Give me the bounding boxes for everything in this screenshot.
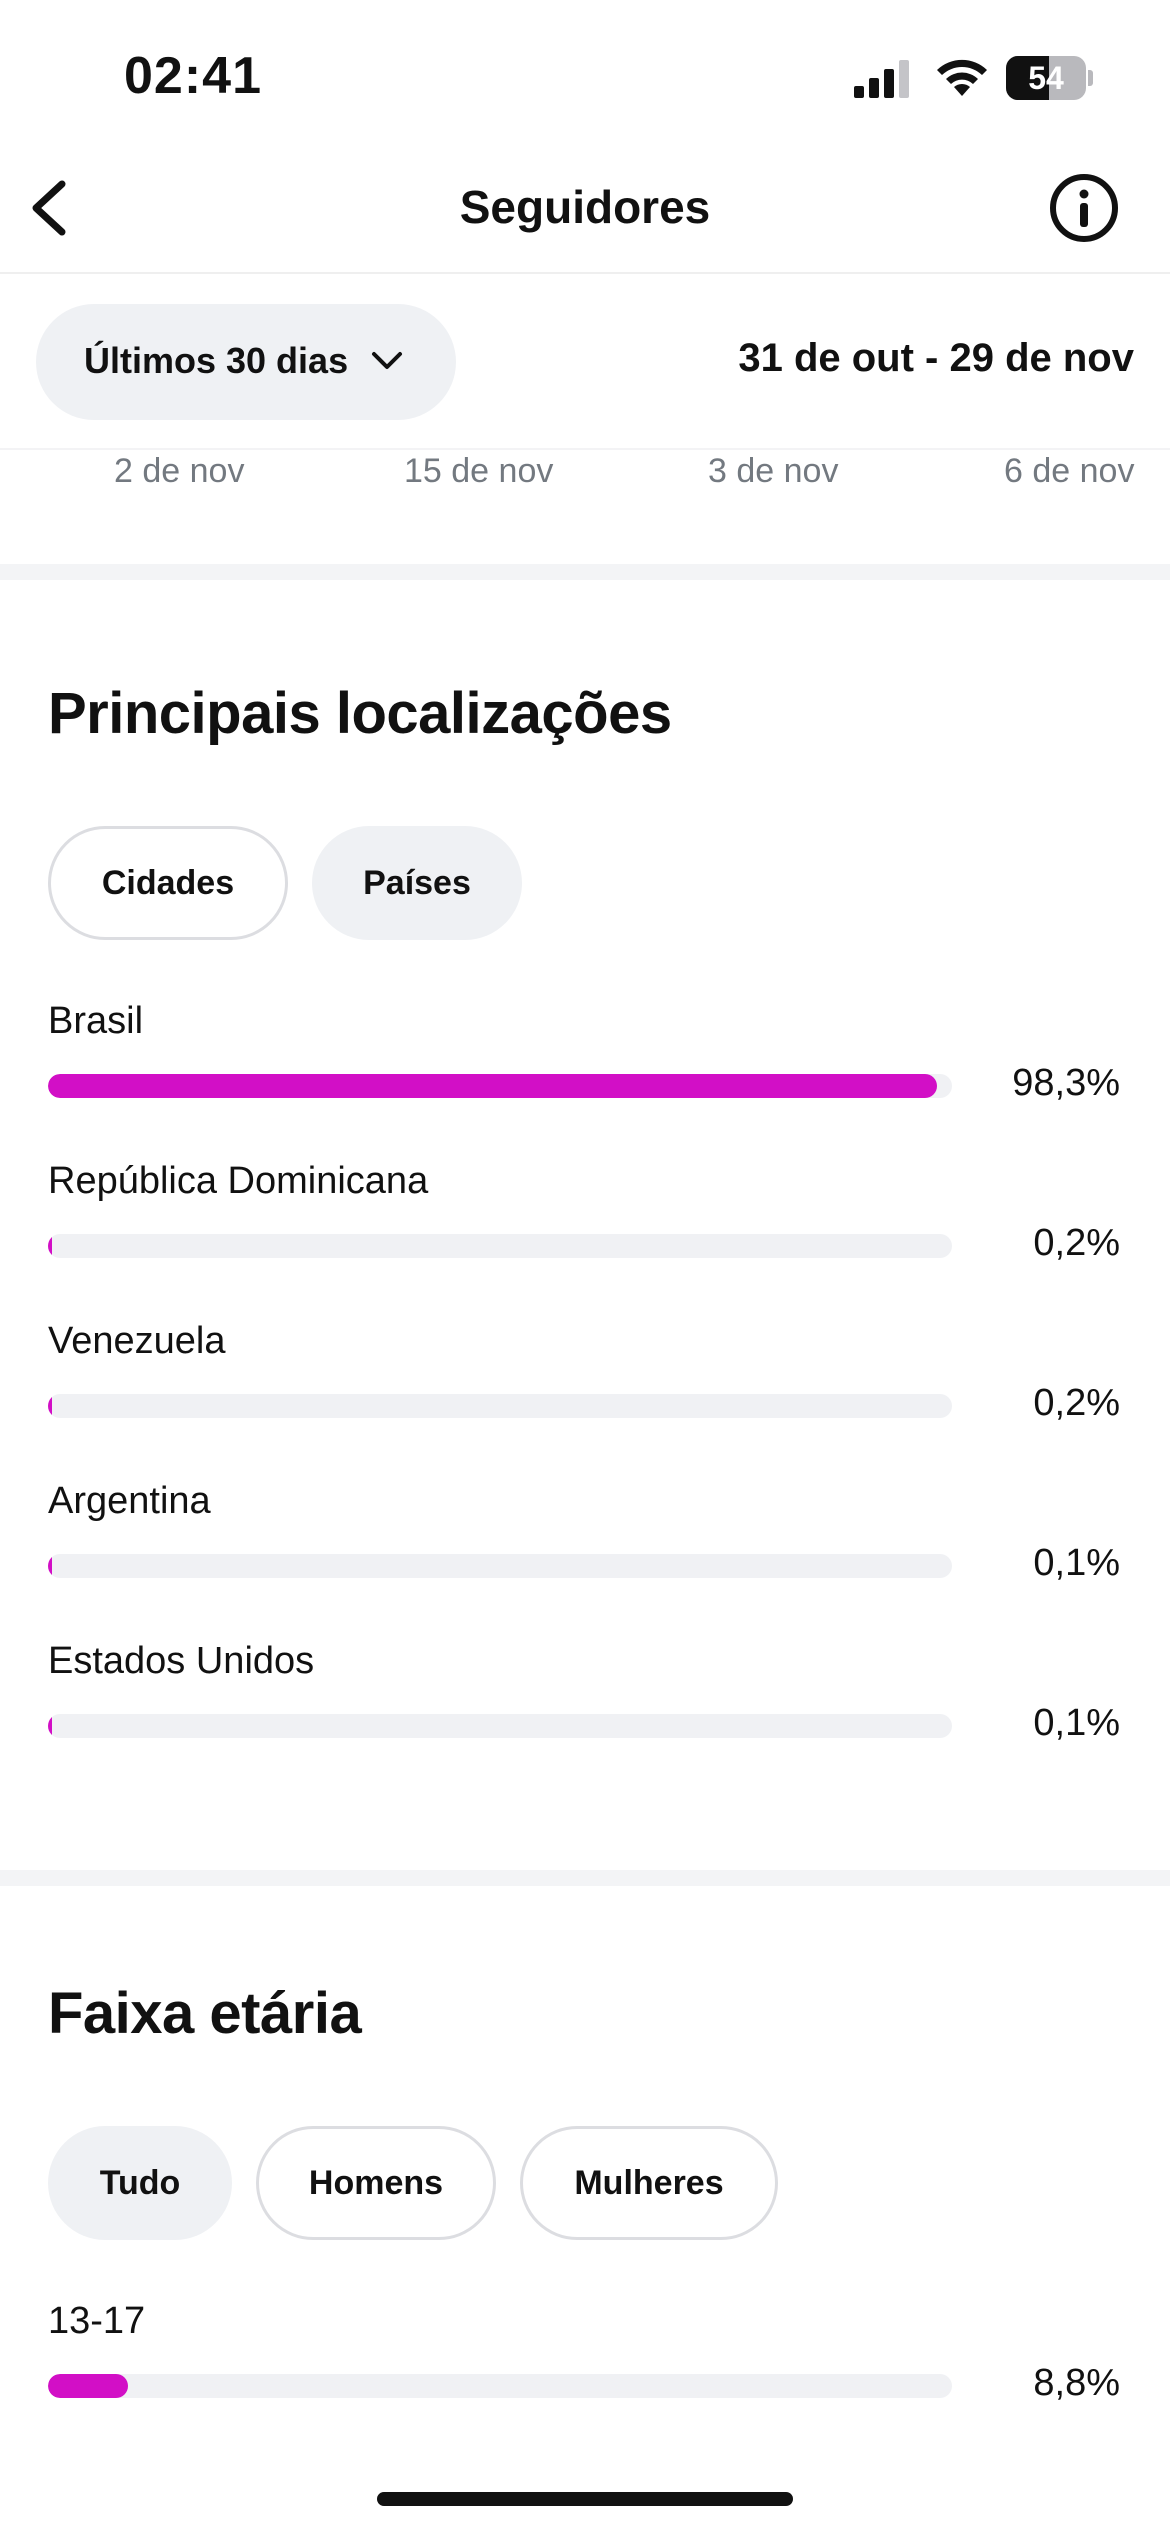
location-percent: 0,2% <box>1033 1222 1120 1264</box>
page-title: Seguidores <box>459 181 711 233</box>
progress-fill <box>48 1554 52 1578</box>
tab-women[interactable]: Mulheres <box>520 2126 778 2240</box>
section-divider <box>0 564 1170 580</box>
progress-track <box>48 1074 952 1098</box>
date-label: 3 de nov <box>708 452 839 490</box>
tab-all[interactable]: Tudo <box>48 2126 232 2240</box>
chevron-down-icon <box>372 352 402 369</box>
age-section-title: Faixa etária <box>48 1981 362 2046</box>
tab-men[interactable]: Homens <box>256 2126 496 2240</box>
location-row: Brasil 98,3% <box>0 1000 1170 1160</box>
age-percent: 8,8% <box>1033 2362 1120 2404</box>
progress-track <box>48 1234 952 1258</box>
progress-fill <box>48 1714 52 1738</box>
progress-fill <box>48 1234 52 1258</box>
home-indicator <box>377 2492 793 2506</box>
location-percent: 0,1% <box>1033 1702 1120 1744</box>
location-row: Argentina 0,1% <box>0 1480 1170 1640</box>
period-dropdown[interactable]: Últimos 30 dias <box>36 304 456 420</box>
dates-strip: 2 de nov 15 de nov 3 de nov 6 de nov <box>0 452 1170 562</box>
progress-fill <box>48 2374 128 2398</box>
location-name: Argentina <box>48 1480 211 1522</box>
location-percent: 0,1% <box>1033 1542 1120 1584</box>
battery-level-text: 54 <box>1028 60 1064 96</box>
location-name: Estados Unidos <box>48 1640 315 1682</box>
status-time: 02:41 <box>124 47 262 105</box>
date-label: 15 de nov <box>404 452 554 490</box>
progress-track <box>48 2374 952 2398</box>
info-icon[interactable] <box>1048 172 1120 244</box>
location-percent: 98,3% <box>1012 1062 1120 1104</box>
location-row: República Dominicana 0,2% <box>0 1160 1170 1320</box>
date-label: 2 de nov <box>114 452 245 490</box>
battery-tip <box>1088 70 1093 86</box>
back-chevron-icon[interactable] <box>18 170 88 246</box>
progress-track <box>48 1554 952 1578</box>
period-label: Últimos 30 dias <box>84 340 349 381</box>
date-range: 31 de out - 29 de nov <box>738 336 1134 380</box>
cellular-signal-icon <box>854 60 909 98</box>
battery-fill <box>1006 56 1050 100</box>
battery-indicator: 54 <box>1006 56 1093 100</box>
location-name: República Dominicana <box>48 1160 429 1202</box>
location-row: Estados Unidos 0,1% <box>0 1640 1170 1800</box>
progress-track <box>48 1394 952 1418</box>
nav-header: Seguidores <box>0 150 1170 274</box>
location-name: Venezuela <box>48 1320 226 1362</box>
location-row: Venezuela 0,2% <box>0 1320 1170 1480</box>
date-label: 6 de nov <box>1004 452 1135 490</box>
progress-fill <box>48 1394 52 1418</box>
tab-countries[interactable]: Países <box>312 826 522 940</box>
period-filter-row: Últimos 30 dias 31 de out - 29 de nov <box>0 274 1170 450</box>
tab-cities[interactable]: Cidades <box>48 826 288 940</box>
location-name: Brasil <box>48 1000 144 1042</box>
status-bar: 02:41 54 <box>0 0 1170 150</box>
battery-body: 54 <box>1006 56 1086 100</box>
section-divider <box>0 1870 1170 1886</box>
progress-fill <box>48 1074 937 1098</box>
age-row: 13-17 8,8% <box>0 2300 1170 2460</box>
age-range-label: 13-17 <box>48 2300 146 2342</box>
progress-track <box>48 1714 952 1738</box>
locations-section-title: Principais localizações <box>48 681 672 746</box>
location-percent: 0,2% <box>1033 1382 1120 1424</box>
wifi-icon <box>937 59 987 96</box>
